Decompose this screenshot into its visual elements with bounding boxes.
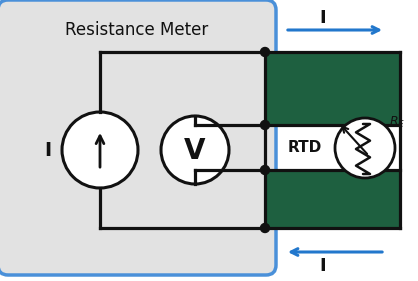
Text: I: I bbox=[319, 9, 326, 27]
Circle shape bbox=[260, 223, 270, 232]
Text: I: I bbox=[44, 140, 51, 160]
FancyBboxPatch shape bbox=[0, 0, 276, 275]
Text: $R_E$: $R_E$ bbox=[389, 114, 405, 130]
Bar bbox=[265, 170, 400, 228]
Text: Resistance Meter: Resistance Meter bbox=[65, 21, 209, 39]
Circle shape bbox=[335, 118, 395, 178]
Circle shape bbox=[260, 121, 270, 130]
Circle shape bbox=[161, 116, 229, 184]
Circle shape bbox=[260, 47, 270, 56]
Text: I: I bbox=[319, 257, 326, 275]
Text: RTD: RTD bbox=[288, 140, 322, 155]
Circle shape bbox=[62, 112, 138, 188]
Circle shape bbox=[260, 166, 270, 175]
Text: V: V bbox=[184, 137, 206, 165]
Bar bbox=[265, 52, 400, 125]
